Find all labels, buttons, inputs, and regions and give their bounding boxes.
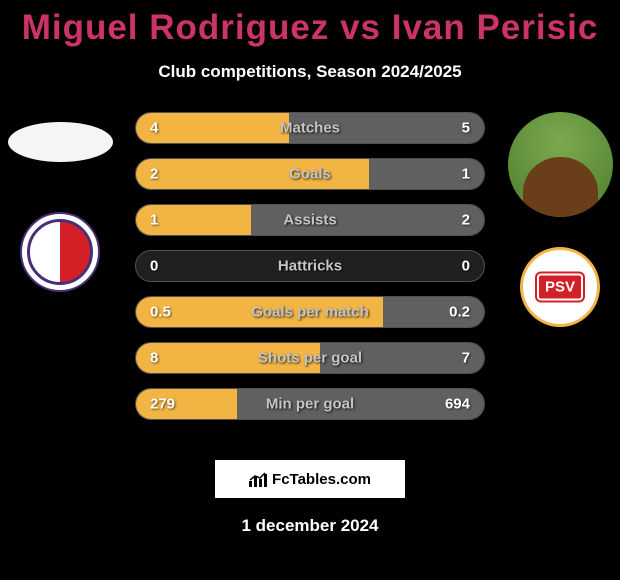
stat-value-left: 2 [150,166,158,183]
stat-row: 4 5 Matches [135,112,485,144]
brand-text: FcTables.com [272,471,371,488]
stat-label: Shots per goal [258,350,362,367]
stat-value-left: 8 [150,350,158,367]
right-club-badge-icon [520,247,600,327]
stat-label: Assists [283,212,336,229]
stat-value-right: 7 [462,350,470,367]
stat-value-right: 5 [462,120,470,137]
stat-label: Goals [289,166,331,183]
left-club-badge-icon [20,212,100,292]
stat-value-left: 0.5 [150,304,171,321]
comparison-panel: 45Matches21Goals12Assists00Hattricks0.50… [0,112,620,442]
brand-logo: FcTables.com [215,460,405,498]
footer-date: 1 december 2024 [0,516,620,536]
stat-value-left: 0 [150,258,158,275]
stat-value-left: 4 [150,120,158,137]
stat-value-right: 694 [445,396,470,413]
right-player-column [505,112,615,327]
stat-value-right: 0 [462,258,470,275]
subtitle: Club competitions, Season 2024/2025 [0,62,620,82]
bar-left [136,113,289,143]
stat-row: 0.5 0.2 Goals per match [135,296,485,328]
stat-row: 1 2 Assists [135,204,485,236]
stat-label: Matches [280,120,340,137]
right-player-avatar [508,112,613,217]
stat-label: Hattricks [278,258,342,275]
chart-icon [249,471,267,487]
stat-value-right: 1 [462,166,470,183]
stat-value-right: 0.2 [449,304,470,321]
stat-label: Goals per match [251,304,369,321]
bar-left [136,159,369,189]
stat-value-left: 279 [150,396,175,413]
left-player-column [5,112,115,292]
stat-label: Min per goal [266,396,354,413]
left-player-avatar [8,122,113,162]
stat-value-right: 2 [462,212,470,229]
stat-row: 279 694 Min per goal [135,388,485,420]
stat-rows-container: 45Matches21Goals12Assists00Hattricks0.50… [135,112,485,434]
stat-value-left: 1 [150,212,158,229]
stat-row: 2 1 Goals [135,158,485,190]
stat-row: 0 0 Hattricks [135,250,485,282]
stat-row: 8 7 Shots per goal [135,342,485,374]
page-title: Miguel Rodriguez vs Ivan Perisic [0,0,620,48]
